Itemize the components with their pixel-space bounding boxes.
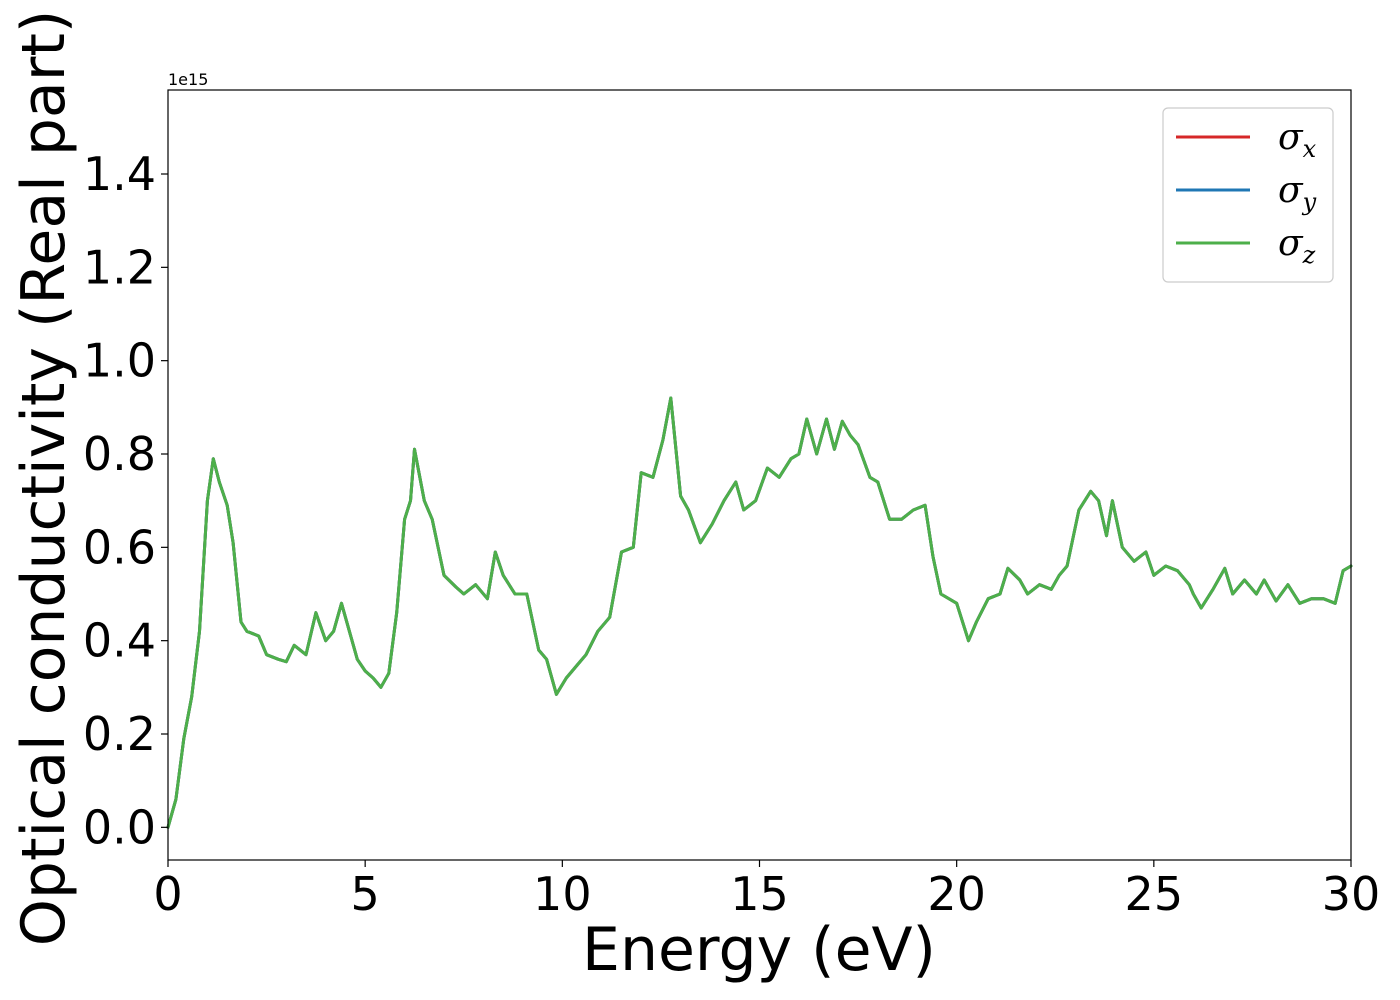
x-tick-label: 0 (153, 867, 182, 921)
x-tick-label: 5 (351, 867, 380, 921)
x-axis-title: Energy (eV) (582, 915, 936, 985)
legend-items: σx σy σz (1176, 117, 1317, 269)
y-tick-label: 0.8 (83, 427, 156, 481)
legend-label-x: σx (1278, 117, 1317, 163)
y-tick-label: 1.0 (83, 334, 156, 388)
legend-label-y: σy (1278, 170, 1317, 216)
x-tick-label: 15 (730, 867, 789, 921)
x-tick-label: 30 (1322, 867, 1381, 921)
y-offset-text: 1e15 (168, 70, 208, 89)
legend: σx σy σz (1162, 107, 1334, 283)
legend-label-z: σz (1278, 223, 1316, 269)
y-tick-label: 0.4 (83, 614, 156, 668)
x-tick-label: 20 (927, 867, 986, 921)
y-axis: 0.0 0.2 0.4 0.6 0.8 1.0 1.2 1.4 (83, 147, 168, 854)
y-axis-title: Optical conductivity (Real part) (9, 10, 79, 947)
x-tick-label: 10 (533, 867, 592, 921)
y-tick-label: 1.2 (83, 240, 156, 294)
legend-box (1162, 107, 1334, 283)
y-tick-label: 0.2 (83, 707, 156, 761)
y-tick-label: 0.6 (83, 520, 156, 574)
x-tick-label: 25 (1125, 867, 1184, 921)
series-layer (166, 396, 1353, 829)
x-axis: 0 5 10 15 20 25 30 (153, 860, 1380, 921)
series-line-z (166, 396, 1353, 829)
y-tick-label: 0.0 (83, 800, 156, 854)
y-tick-label: 1.4 (83, 147, 156, 201)
